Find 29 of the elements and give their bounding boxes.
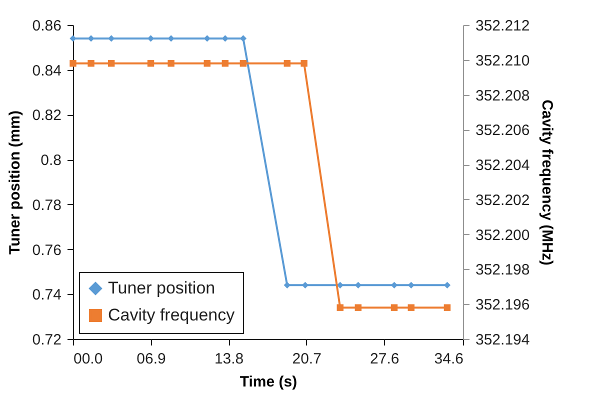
- x-tick-label: 34.6: [434, 350, 464, 368]
- y2-tick-label: 352.194: [476, 332, 530, 348]
- y2-tick-label: 352.204: [476, 157, 530, 174]
- y2-tick-label: 352.212: [476, 18, 530, 34]
- y-tick-label: 0.8: [40, 152, 62, 170]
- y-tick-label: 0.76: [32, 242, 62, 259]
- y2-tick-label: 352.210: [476, 52, 530, 70]
- y-axis-title: Tuner position (mm): [6, 110, 24, 254]
- y2-axis-title: Cavity frequency (MHz): [538, 100, 556, 266]
- y-tick-label: 0.74: [32, 286, 62, 304]
- y-tick-label: 0.86: [32, 18, 62, 34]
- x-tick-label: 13.8: [214, 350, 244, 368]
- legend-label: Cavity frequency: [108, 306, 236, 324]
- x-tick-label: 00.0: [74, 350, 103, 368]
- y2-tick-label: 352.202: [476, 192, 530, 209]
- y2-tick-label: 352.196: [476, 296, 530, 314]
- x-tick-label: 20.7: [292, 350, 322, 368]
- y-tick-label: 0.78: [32, 196, 62, 214]
- y-tick-label: 0.84: [32, 62, 62, 80]
- y2-tick-label: 352.200: [476, 226, 530, 244]
- y2-tick-label: 352.206: [476, 122, 530, 140]
- y-tick-label: 0.72: [32, 332, 62, 348]
- y-tick-label: 0.82: [32, 107, 62, 124]
- y2-tick-label: 352.208: [476, 87, 530, 104]
- x-axis-title: Time (s): [240, 374, 298, 390]
- legend-label: Tuner position: [108, 278, 216, 298]
- y2-tick-label: 352.198: [476, 262, 530, 279]
- x-tick-label: 27.6: [370, 350, 400, 368]
- x-tick-label: 06.9: [136, 350, 166, 368]
